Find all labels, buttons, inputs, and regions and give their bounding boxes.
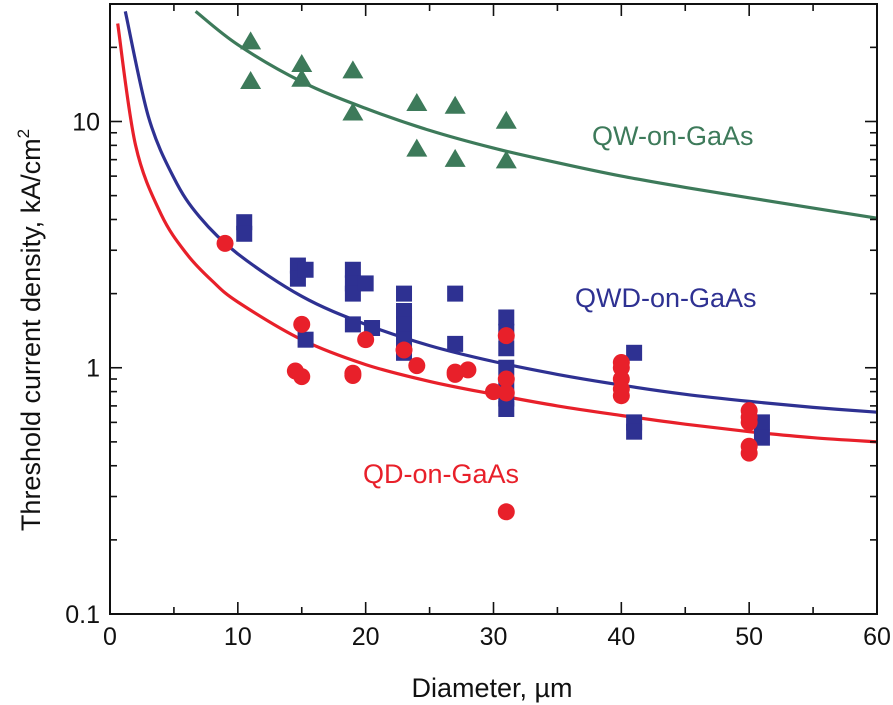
y-tick-label: 10	[72, 108, 100, 136]
fit-line-qd-on-gaas	[116, 23, 878, 444]
data-point-qd-on-gaas	[408, 357, 426, 375]
data-point-qd-on-gaas	[497, 503, 515, 521]
data-points	[216, 31, 770, 521]
data-point-qwd-on-gaas	[297, 261, 314, 278]
data-point-qd-on-gaas	[446, 365, 464, 383]
x-tick-label: 40	[607, 623, 635, 651]
fit-line-qwd-on-gaas	[123, 11, 878, 414]
x-axis-title: Diameter, µm	[411, 673, 572, 703]
x-tick-label: 20	[352, 623, 380, 651]
data-point-qw-on-gaas	[291, 53, 313, 72]
x-tick-label: 10	[224, 623, 252, 651]
data-point-qw-on-gaas	[240, 31, 262, 50]
data-point-qd-on-gaas	[344, 367, 362, 385]
x-tick-label: 50	[735, 623, 763, 651]
data-point-qw-on-gaas	[240, 70, 262, 89]
data-point-qwd-on-gaas	[344, 261, 361, 278]
data-point-qw-on-gaas	[291, 68, 313, 87]
data-point-qwd-on-gaas	[396, 285, 413, 302]
data-point-qd-on-gaas	[497, 384, 515, 402]
data-point-qwd-on-gaas	[396, 316, 413, 333]
data-point-qwd-on-gaas	[753, 414, 770, 431]
x-tick-label: 60	[863, 623, 891, 651]
y-tick-label: 0.1	[65, 601, 100, 629]
data-point-qwd-on-gaas	[498, 400, 515, 417]
data-point-qd-on-gaas	[740, 413, 758, 431]
data-point-qd-on-gaas	[357, 331, 375, 349]
x-tick-label: 0	[103, 623, 117, 651]
data-point-qwd-on-gaas	[626, 423, 643, 440]
data-point-qw-on-gaas	[495, 110, 517, 129]
y-axis-title-superscript: 2	[14, 129, 33, 138]
data-point-qw-on-gaas	[342, 60, 364, 79]
data-point-qd-on-gaas	[485, 383, 502, 401]
data-point-qd-on-gaas	[497, 327, 515, 345]
data-point-qd-on-gaas	[459, 361, 477, 379]
data-point-qd-on-gaas	[740, 444, 758, 462]
y-tick-label: 1	[86, 355, 100, 383]
data-point-qd-on-gaas	[497, 370, 515, 388]
axes: 0 10 20 30 40 50 60 0.1 1 10	[65, 3, 891, 651]
y-axis-title-main: Threshold current density, kA/cm	[16, 138, 46, 531]
data-point-qw-on-gaas	[342, 102, 364, 121]
data-point-qwd-on-gaas	[498, 340, 515, 357]
data-point-qw-on-gaas	[406, 92, 428, 111]
data-point-qwd-on-gaas	[344, 316, 361, 333]
data-point-qd-on-gaas	[216, 234, 234, 252]
data-point-qwd-on-gaas	[297, 331, 314, 348]
data-point-qwd-on-gaas	[447, 335, 464, 352]
data-point-qwd-on-gaas	[357, 275, 374, 292]
data-point-qwd-on-gaas	[447, 285, 464, 302]
data-point-qw-on-gaas	[495, 150, 517, 169]
data-point-qd-on-gaas	[612, 387, 630, 405]
series-label-qwd: QWD-on-GaAs	[575, 283, 757, 313]
data-point-qw-on-gaas	[444, 148, 466, 167]
series-label-qd: QD-on-GaAs	[363, 459, 519, 489]
data-point-qwd-on-gaas	[344, 285, 361, 302]
data-point-qwd-on-gaas	[396, 302, 413, 319]
data-point-qd-on-gaas	[293, 315, 311, 333]
series-label-qw: QW-on-GaAs	[592, 121, 754, 151]
data-point-qd-on-gaas	[293, 368, 311, 386]
data-point-qw-on-gaas	[444, 95, 466, 114]
data-point-qd-on-gaas	[395, 341, 413, 359]
data-point-qwd-on-gaas	[626, 344, 643, 361]
data-point-qwd-on-gaas	[498, 309, 515, 326]
data-point-qw-on-gaas	[406, 138, 428, 157]
data-point-qwd-on-gaas	[753, 429, 770, 446]
y-axis-title: Threshold current density, kA/cm2	[14, 129, 46, 531]
data-point-qwd-on-gaas	[236, 225, 253, 242]
x-tick-label: 30	[480, 623, 508, 651]
